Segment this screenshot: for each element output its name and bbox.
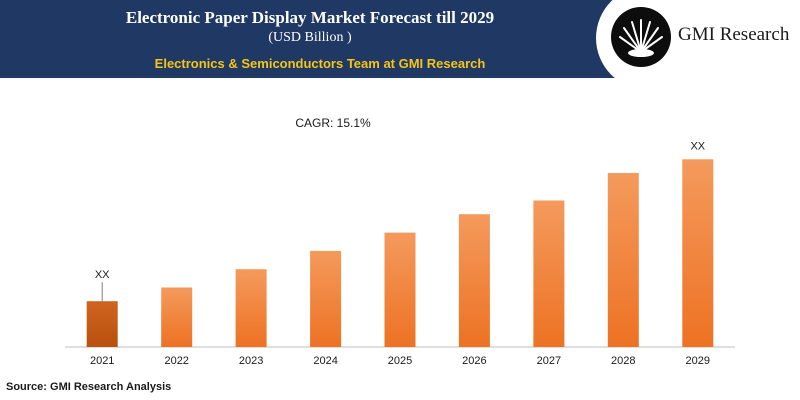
bar-2028 <box>607 173 639 347</box>
gmi-logo: GMI Research <box>596 0 800 78</box>
market-chart: CAGR: 15.1% 2021 XX 2022 2023 2024 2025 2026 20… <box>0 78 800 378</box>
team-credit: Electronics & Semiconductors Team at GMI… <box>154 56 486 71</box>
x-tick-label: 2024 <box>313 355 337 367</box>
x-tick-label: 2029 <box>686 355 710 367</box>
logo-text: GMI Research <box>678 24 790 45</box>
bar-2021 <box>86 301 118 347</box>
bar-2029 <box>682 159 714 347</box>
x-tick-label: 2022 <box>164 355 188 367</box>
data-label: XX <box>95 269 110 281</box>
gmi-emblem-icon <box>611 7 671 67</box>
x-tick-label: 2026 <box>462 355 486 367</box>
bar-2024 <box>310 250 342 347</box>
cagr-annotation: CAGR: 15.1% <box>295 116 371 130</box>
x-tick-label: 2021 <box>90 355 114 367</box>
source-note: Source: GMI Research Analysis <box>6 381 172 393</box>
bar-series: 2021 XX 2022 2023 2024 2025 2026 2027 2028 2029 XX <box>86 140 714 367</box>
report-header: Electronic Paper Display Market Forecast… <box>0 0 800 78</box>
bar-2023 <box>235 269 267 347</box>
bar-2025 <box>384 232 416 347</box>
bar-2026 <box>458 214 490 347</box>
x-tick-label: 2023 <box>239 355 263 367</box>
x-tick-label: 2028 <box>611 355 635 367</box>
report-title: Electronic Paper Display Market Forecast… <box>125 8 495 27</box>
bar-2027 <box>533 200 565 347</box>
data-label: XX <box>690 140 705 152</box>
bar-2022 <box>161 287 193 347</box>
x-tick-label: 2025 <box>388 355 412 367</box>
report-unit: (USD Billion ) <box>268 30 352 45</box>
x-tick-label: 2027 <box>537 355 561 367</box>
